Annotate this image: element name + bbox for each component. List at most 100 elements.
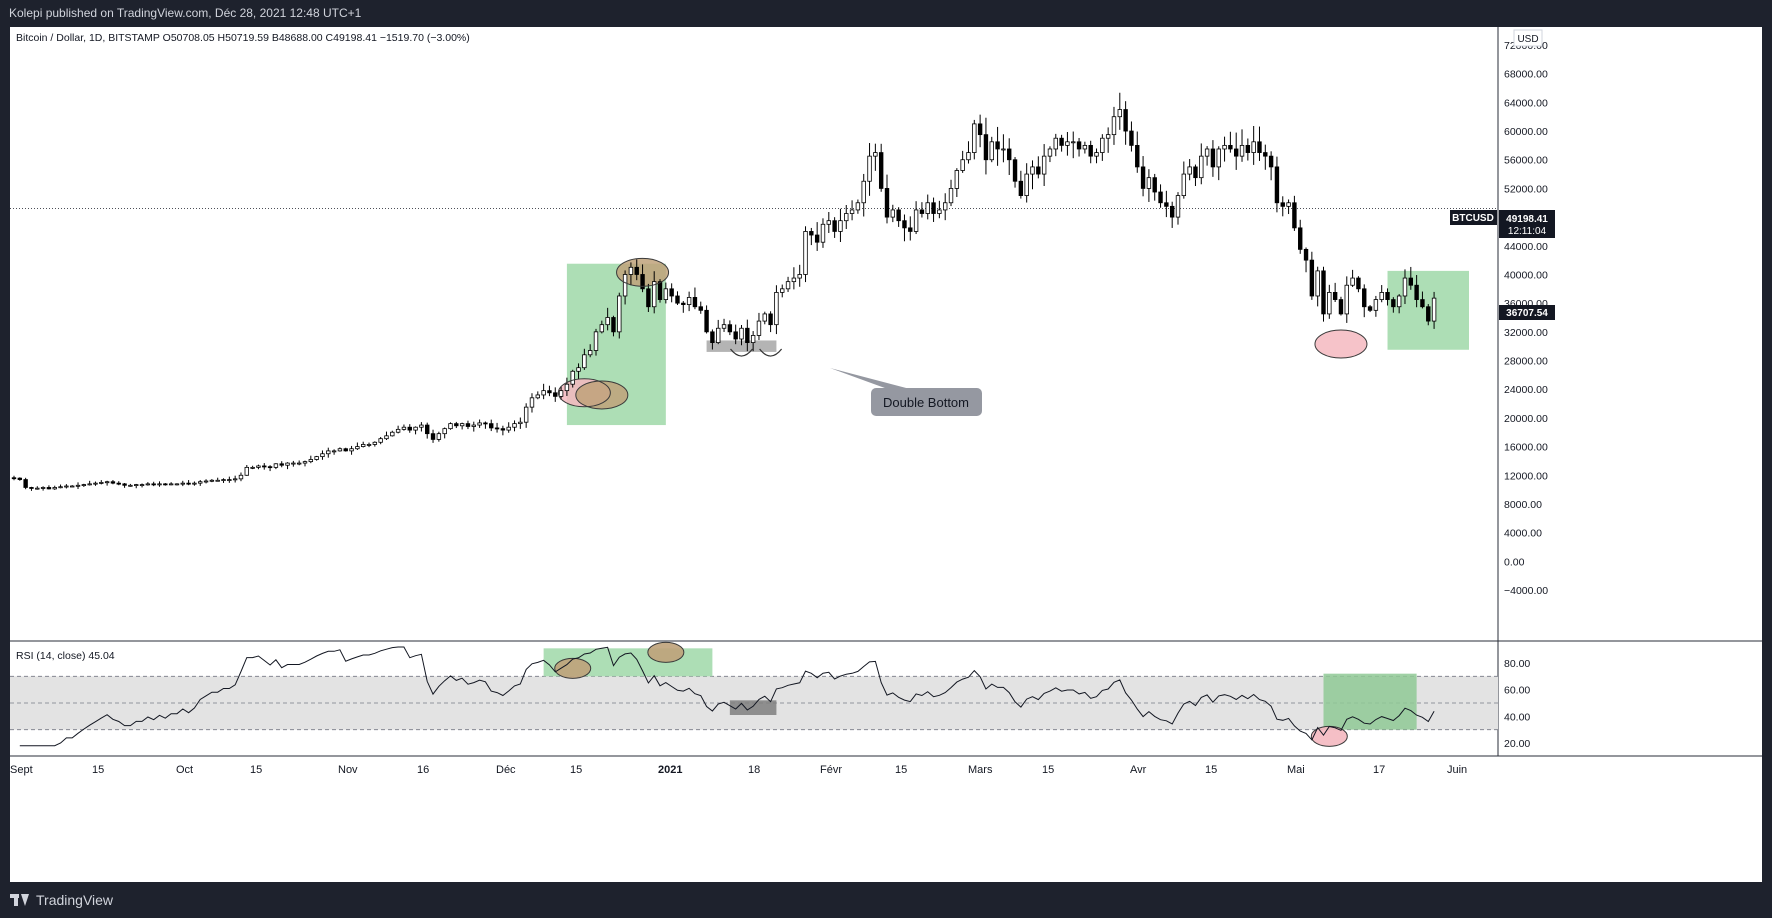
candle-down [1158, 191, 1163, 204]
price-tick-label: 24000.00 [1504, 384, 1548, 396]
candle-down [1245, 144, 1251, 153]
candle-up [838, 220, 843, 232]
candle-down [547, 390, 552, 394]
candle-down [681, 302, 686, 305]
candle-up [326, 450, 331, 455]
candle-up [70, 485, 75, 488]
candle-up [1175, 195, 1181, 218]
price-tick-label: 20000.00 [1504, 413, 1548, 425]
publish-info: Kolepi published on TradingView.com, Déc… [9, 6, 362, 20]
time-tick-label: 15 [570, 764, 582, 776]
candle-up [1315, 270, 1320, 297]
candle-down [454, 423, 459, 427]
candle-up [966, 152, 971, 161]
candle-up [331, 450, 337, 453]
price-circle-outline [575, 380, 629, 410]
currency-box[interactable] [1513, 29, 1543, 47]
candle-up [576, 367, 581, 372]
candle-up [1431, 297, 1437, 322]
candle-up [937, 209, 942, 214]
candle-down [1292, 202, 1297, 229]
price-tick-label: 8000.00 [1504, 499, 1542, 511]
candle-up [1065, 141, 1070, 146]
candle-up [570, 370, 575, 385]
candle-down [1309, 259, 1315, 297]
last-price-tag [1499, 210, 1555, 238]
cross-price-tag [1499, 305, 1555, 320]
candle-down [704, 309, 709, 333]
candle-down [902, 220, 907, 229]
candle-up [366, 444, 372, 446]
tradingview-logo[interactable]: TradingView [10, 892, 113, 908]
price-annotations [558, 258, 1469, 426]
callout-label: Double Bottom [883, 395, 969, 410]
candle-up [87, 483, 92, 486]
candle-down [698, 306, 703, 311]
candle-up [58, 486, 63, 489]
candle-up [617, 295, 622, 333]
candle-down [1362, 288, 1367, 308]
time-tick-label: Juin [1447, 764, 1467, 776]
price-tick-label: 52000.00 [1504, 183, 1548, 195]
candle-down [262, 465, 267, 468]
last-price-marker: BTCUSD 49198.41 12:11:04 36707.54 [1450, 210, 1555, 320]
candle-up [1047, 148, 1053, 157]
candle-down [884, 188, 890, 218]
candle-down [983, 134, 989, 161]
candle-up [134, 484, 139, 486]
candle-down [1268, 155, 1274, 168]
cross-price-value: 36707.54 [1506, 308, 1548, 319]
candle-up [1082, 144, 1088, 150]
candle-up [582, 354, 587, 369]
candle-up [587, 350, 593, 356]
ticker-tag [1450, 210, 1497, 225]
candle-up [972, 123, 977, 153]
candle-down [1129, 130, 1134, 146]
candle-down [896, 209, 901, 222]
candle-down [1280, 202, 1285, 207]
candle-down [919, 209, 925, 214]
candle-down [1338, 299, 1344, 315]
time-tick-label: Oct [176, 764, 193, 776]
candle-up [442, 428, 447, 435]
candle-up [855, 202, 861, 211]
candlestick-chart[interactable]: Double Bottom Bitcoin / Dollar, 1D, BITS… [10, 27, 1762, 882]
price-tick-label: 56000.00 [1504, 155, 1548, 167]
candle-up [948, 188, 954, 204]
price-annotation-outlines [557, 257, 1368, 410]
candle-down [814, 234, 820, 243]
candle-up [145, 483, 151, 486]
candle-up [1402, 277, 1408, 297]
candle-up [349, 448, 354, 452]
candle-down [267, 466, 273, 469]
candle-up [227, 479, 232, 481]
candle-up [1187, 166, 1192, 175]
candle-up [35, 487, 40, 490]
candle-up [564, 383, 570, 392]
candle-up [459, 423, 465, 427]
time-tick-label: 15 [1042, 764, 1054, 776]
candle-up [64, 485, 69, 488]
candle-up [622, 274, 628, 297]
candle-down [710, 331, 715, 343]
candle-up [168, 483, 174, 486]
time-axis: Sept 15 Oct 15 Nov 16 Déc 15 2021 18 Févr 15 Mars 15 A… [10, 764, 1467, 776]
candle-up [419, 424, 424, 428]
price-tick-label: 4000.00 [1504, 528, 1542, 540]
candle-up [739, 327, 744, 340]
rsi-circle-brown [554, 657, 592, 679]
candle-down [1391, 299, 1396, 308]
candle-down [1210, 148, 1216, 168]
candle-up [232, 478, 238, 481]
candle-up [518, 421, 523, 425]
time-tick-label: Avr [1130, 764, 1147, 776]
candle-up [390, 431, 395, 437]
candle-up [99, 482, 104, 484]
candle-up [529, 397, 535, 408]
candle-down [733, 331, 738, 340]
candle-up [413, 426, 418, 431]
candle-up [128, 484, 133, 487]
candle-up [1344, 284, 1349, 315]
candle-up [1146, 177, 1152, 189]
candle-up [826, 220, 831, 225]
